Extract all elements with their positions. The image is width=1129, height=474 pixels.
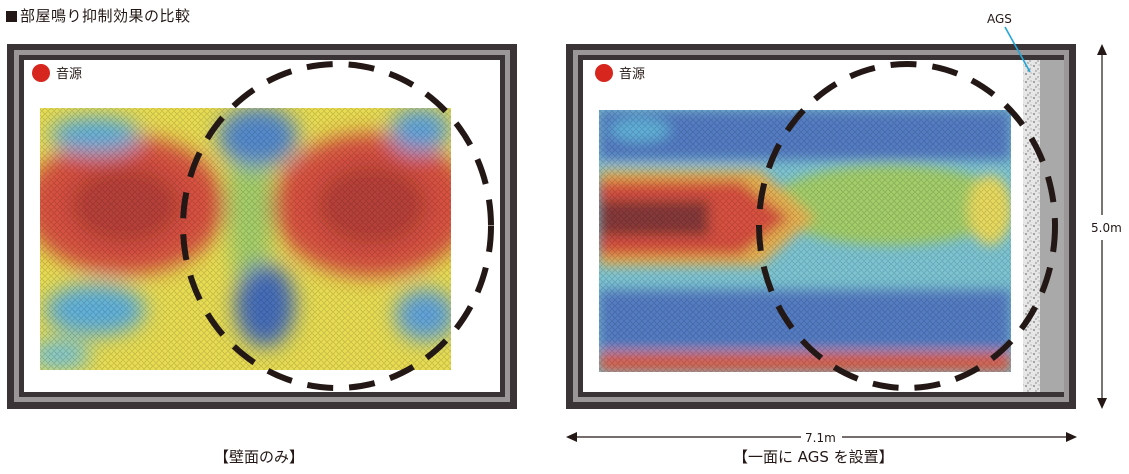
height-dimension-label: 5.0m [1091,221,1122,235]
height-arrow-down-icon [1097,398,1107,409]
width-dimension-label: 7.1m [805,431,836,445]
width-arrow-left-icon [566,432,577,442]
width-arrow-right-icon [1066,432,1077,442]
figure-title: 部屋鳴り抑制効果の比較 [6,5,191,26]
height-dimension: 5.0m [1091,44,1122,409]
left-room-panel: 音源 [7,44,517,409]
caption-right: 【一面に AGS を設置】 [733,448,894,466]
left-heatmap [40,108,451,370]
left-source-dot-icon [32,64,50,82]
ags-leader-line [1004,26,1031,73]
ags-label: AGS [987,12,1012,26]
right-source-label: 音源 [619,66,645,82]
height-arrow-up-icon [1097,44,1107,55]
right-room-panel: 音源 AGS [566,12,1076,409]
right-source-dot-icon [595,64,613,82]
caption-left: 【壁面のみ】 [214,448,305,466]
title-bullet-square [6,11,17,22]
ags-panel [1023,60,1040,392]
right-dashed-circle [756,61,1058,391]
figure-title-text: 部屋鳴り抑制効果の比較 [20,7,191,25]
left-source-label: 音源 [56,66,82,82]
right-heatmap [599,110,1011,372]
width-dimension: 7.1m [566,431,1077,445]
left-dashed-circle [180,61,494,391]
